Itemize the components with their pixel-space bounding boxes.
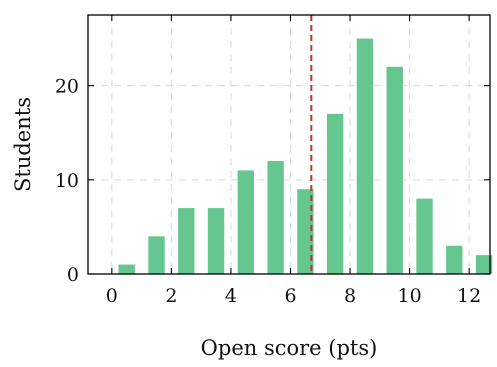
- bar: [178, 208, 195, 274]
- bar: [267, 160, 284, 274]
- x-tick-label: 2: [165, 285, 177, 307]
- x-axis-label: Open score (pts): [201, 336, 378, 360]
- bar: [386, 66, 403, 274]
- x-tick-label: 12: [457, 285, 481, 307]
- x-tick-label: 10: [398, 285, 422, 307]
- bar: [237, 170, 255, 274]
- x-tick-label: 0: [106, 285, 118, 307]
- bar: [297, 189, 314, 274]
- y-tick-label: 10: [55, 170, 79, 192]
- bar: [446, 245, 463, 274]
- y-tick-label: 0: [67, 264, 79, 286]
- bar: [475, 255, 493, 274]
- y-tick-labels: 0 10 20: [55, 76, 79, 286]
- plot-frame: [87, 14, 491, 275]
- bar: [148, 236, 165, 274]
- bar: [207, 208, 225, 274]
- x-tick-labels: 0 2 4 6 8 10 12: [106, 285, 481, 307]
- axis-ticks: [88, 15, 490, 275]
- y-tick-label: 20: [55, 76, 79, 98]
- bars: [118, 38, 493, 275]
- bar: [118, 264, 135, 274]
- x-tick-label: 8: [344, 285, 356, 307]
- x-tick-label: 4: [225, 285, 237, 307]
- x-tick-label: 6: [284, 285, 296, 307]
- bar: [326, 113, 344, 275]
- bar: [416, 198, 433, 274]
- y-axis-label: Students: [11, 97, 35, 192]
- bar: [356, 38, 374, 274]
